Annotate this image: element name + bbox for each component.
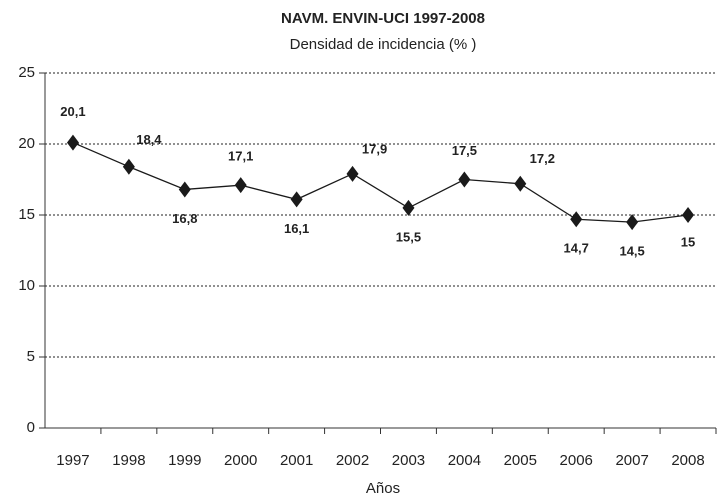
y-tick-label: 15 <box>18 206 35 223</box>
data-point <box>458 171 471 188</box>
value-label: 14,5 <box>619 244 644 259</box>
value-label: 20,1 <box>60 104 85 119</box>
x-axis-title: Años <box>366 480 400 497</box>
data-point <box>234 177 247 194</box>
value-label: 17,1 <box>228 149 253 164</box>
data-point <box>682 207 695 223</box>
x-tick-label: 2005 <box>504 452 537 469</box>
chart-title: NAVM. ENVIN-UCI 1997-2008 <box>281 10 485 27</box>
x-tick-label: 2008 <box>671 452 704 469</box>
data-line <box>72 141 689 223</box>
value-label: 15,5 <box>396 229 421 244</box>
data-point <box>66 134 79 151</box>
x-tick-label: 2004 <box>448 452 481 469</box>
data-point <box>178 181 191 198</box>
y-tick-label: 0 <box>27 419 35 436</box>
data-point <box>346 165 359 182</box>
y-tick-label: 10 <box>18 277 35 294</box>
data-point <box>122 158 135 175</box>
value-label: 15 <box>681 234 695 249</box>
value-label: 17,2 <box>530 151 555 166</box>
x-tick-label: 1998 <box>112 452 145 469</box>
data-point <box>570 211 583 228</box>
value-label: 16,1 <box>284 221 309 236</box>
value-label: 17,5 <box>452 143 477 158</box>
value-label: 17,9 <box>362 141 387 156</box>
x-tick-label: 1997 <box>56 452 89 469</box>
x-tick-label: 2003 <box>392 452 425 469</box>
x-tick-label: 2001 <box>280 452 313 469</box>
data-point <box>402 199 415 216</box>
y-tick-label: 25 <box>18 64 35 81</box>
data-point <box>626 214 639 231</box>
y-tick-label: 20 <box>18 135 35 152</box>
value-label: 16,8 <box>172 211 197 226</box>
x-tick-label: 2007 <box>615 452 648 469</box>
x-tick-label: 2002 <box>336 452 369 469</box>
x-tick-label: 2006 <box>560 452 593 469</box>
value-label: 14,7 <box>564 241 589 256</box>
value-label: 18,4 <box>136 132 162 147</box>
data-point <box>514 175 527 192</box>
x-tick-label: 2000 <box>224 452 257 469</box>
x-tick-label: 1999 <box>168 452 201 469</box>
chart-subtitle: Densidad de incidencia (% ) <box>290 36 477 53</box>
data-point <box>290 191 303 208</box>
y-tick-label: 5 <box>27 348 35 365</box>
